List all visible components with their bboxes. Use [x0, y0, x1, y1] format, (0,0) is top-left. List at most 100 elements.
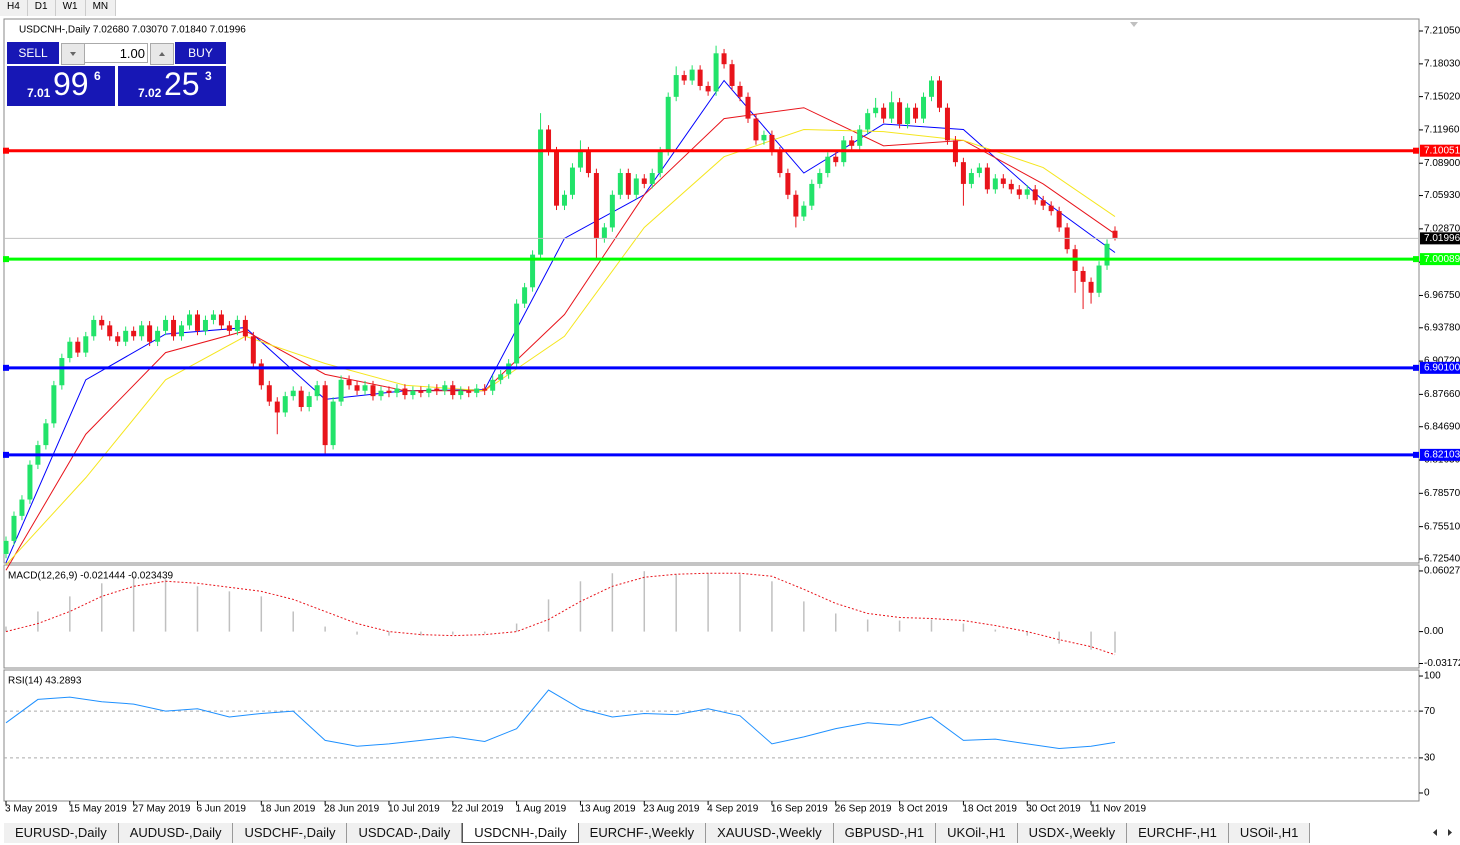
timeframe-button[interactable]: D1	[27, 0, 56, 16]
moving-average	[5, 128, 1116, 566]
timeframe-button[interactable]: H4	[0, 0, 28, 16]
candle-body	[234, 319, 240, 331]
candle-body	[490, 379, 496, 391]
candle-body	[769, 134, 775, 152]
candle-body	[474, 388, 480, 393]
candle-body	[123, 330, 129, 342]
y-tick-label: 6.87660	[1424, 389, 1460, 400]
y-tick-label: 100	[1424, 671, 1441, 682]
chart-tab[interactable]: UKOil-,H1	[936, 823, 1018, 843]
chart-tab[interactable]: XAUUSD-,Weekly	[706, 823, 834, 843]
macd-panel	[3, 564, 1420, 669]
candle-body	[601, 227, 607, 239]
bid-price[interactable]: 7.01 99 6	[7, 66, 115, 106]
candle-body	[91, 319, 97, 337]
timeframe-button[interactable]: W1	[55, 0, 86, 16]
chart-tab[interactable]: EURUSD-,Daily	[4, 823, 119, 843]
candle-body	[1016, 189, 1022, 195]
chart-tab[interactable]: GBPUSD-,H1	[833, 823, 937, 843]
candle-body	[442, 385, 448, 391]
bid-label: 7.01996	[1424, 233, 1460, 244]
candle-body	[538, 129, 544, 255]
candle-body	[849, 140, 855, 146]
timeframe-button[interactable]: MN	[85, 0, 117, 16]
candle-body	[689, 69, 695, 81]
y-tick-label: 7.05930	[1424, 190, 1460, 201]
candle-body	[107, 325, 113, 337]
chart-tabs: EURUSD-,Daily AUDUSD-,Daily USDCHF-,Daily U…	[4, 823, 1311, 843]
y-tick-label: 6.93780	[1424, 322, 1460, 333]
candle-body	[330, 401, 336, 446]
x-tick-label: 26 Sep 2019	[835, 804, 892, 815]
price-big: 25	[164, 66, 200, 102]
chart-tab[interactable]: USOil-,H1	[1228, 823, 1311, 843]
chart-tab[interactable]: USDCNH-,Daily	[462, 823, 579, 843]
candle-body	[928, 80, 934, 97]
level-label-box	[1420, 253, 1460, 266]
candle-body	[115, 336, 121, 342]
chart-tab[interactable]: USDCAD-,Daily	[347, 823, 463, 843]
candle-body	[75, 341, 81, 353]
candle-body	[681, 75, 687, 81]
candle-body	[51, 385, 57, 424]
y-tick-label: 7.18030	[1424, 59, 1460, 70]
y-tick-label: 70	[1424, 706, 1436, 717]
sell-button[interactable]: SELL	[7, 42, 59, 64]
price-small: 7.02	[138, 86, 162, 100]
chart-tab[interactable]: USDCHF-,Daily	[233, 823, 348, 843]
volume-input[interactable]: 1.00	[84, 43, 148, 63]
candle-body	[921, 96, 927, 119]
candle-body	[1040, 200, 1046, 206]
candle-body	[418, 390, 424, 393]
candle-body	[554, 151, 560, 206]
chart-tab[interactable]: USDX-,Weekly	[1017, 823, 1128, 843]
chart-tab[interactable]: EURCHF-,Weekly	[578, 823, 707, 843]
candle-body	[434, 388, 440, 391]
rsi-panel	[3, 669, 1420, 802]
candle-body	[944, 107, 950, 141]
x-tick-label: 18 Jun 2019	[260, 804, 315, 815]
candle-body	[809, 183, 815, 206]
buy-button[interactable]: BUY	[175, 42, 226, 64]
panel-title: MACD(12,26,9) -0.021444 -0.023439	[8, 571, 174, 582]
level-label-box	[1420, 144, 1460, 157]
y-tick-label: 6.84690	[1424, 421, 1460, 432]
chart-tab[interactable]: AUDUSD-,Daily	[118, 823, 234, 843]
y-tick-label: 6.90720	[1424, 356, 1460, 367]
candle-body	[1048, 205, 1054, 212]
level-handle	[3, 256, 9, 263]
candle-body	[585, 151, 591, 174]
candle-body	[665, 96, 671, 152]
candle-body	[226, 325, 232, 331]
ask-price[interactable]: 7.02 25 3	[118, 66, 226, 106]
candle-body	[426, 388, 432, 393]
arrow-icon	[70, 52, 76, 56]
candle-body	[139, 325, 145, 337]
candle-body	[290, 390, 296, 397]
tab-scroll[interactable]	[1425, 823, 1460, 843]
candle-body	[905, 107, 911, 125]
candle-body	[59, 358, 65, 386]
candle-body	[410, 390, 416, 396]
bid-label-box	[1420, 232, 1460, 245]
volume-down[interactable]	[61, 43, 85, 65]
rsi-line	[5, 689, 1116, 750]
candle-body	[633, 178, 639, 195]
chart-tab[interactable]: EURCHF-,H1	[1127, 823, 1229, 843]
y-tick-label: 7.08900	[1424, 158, 1460, 169]
candle-body	[250, 336, 256, 364]
x-tick-label: 4 Sep 2019	[707, 804, 759, 815]
x-tick-label: 18 Oct 2019	[962, 804, 1017, 815]
y-tick-label: 0.00	[1424, 626, 1444, 637]
y-tick-label: 7.21050	[1424, 26, 1460, 37]
candle-body	[19, 499, 25, 516]
candle-body	[314, 385, 320, 397]
volume-up[interactable]	[150, 43, 174, 65]
candle-body	[705, 85, 711, 92]
y-tick-label: 6.72540	[1424, 554, 1460, 565]
candle-body	[274, 401, 280, 413]
candle-body	[857, 129, 863, 146]
candle-body	[777, 151, 783, 174]
candle-body	[968, 173, 974, 184]
y-tick-label: 0	[1424, 788, 1430, 799]
